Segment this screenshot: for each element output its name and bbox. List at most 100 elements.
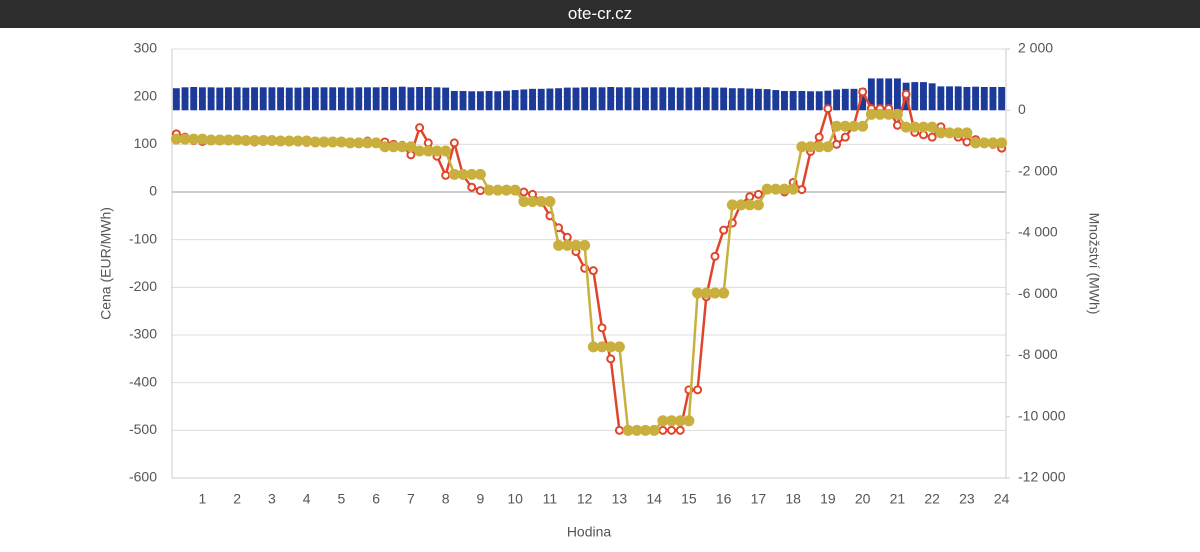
bar bbox=[911, 82, 919, 111]
bar bbox=[172, 88, 180, 111]
marker bbox=[822, 141, 834, 153]
bar bbox=[937, 86, 945, 111]
marker bbox=[962, 137, 972, 147]
bar bbox=[885, 78, 893, 111]
bar bbox=[459, 90, 467, 111]
marker bbox=[901, 89, 911, 99]
marker bbox=[832, 139, 842, 149]
marker bbox=[301, 135, 313, 147]
bar bbox=[668, 87, 675, 111]
bar bbox=[850, 88, 858, 111]
bar bbox=[633, 87, 641, 111]
x-tick-label: 5 bbox=[338, 491, 346, 507]
marker bbox=[466, 168, 478, 180]
y-tick-label: 0 bbox=[149, 183, 157, 199]
marker bbox=[396, 141, 408, 153]
y-tick-label: 300 bbox=[134, 40, 158, 56]
y2-tick-label: -2 000 bbox=[1018, 162, 1058, 178]
bar bbox=[615, 87, 623, 111]
marker bbox=[622, 424, 634, 436]
x-tick-label: 7 bbox=[407, 491, 415, 507]
marker bbox=[675, 425, 685, 435]
marker bbox=[509, 184, 521, 196]
bar bbox=[442, 87, 450, 111]
marker bbox=[587, 341, 599, 353]
bar bbox=[963, 86, 971, 111]
marker bbox=[857, 120, 869, 132]
x-tick-label: 17 bbox=[751, 491, 767, 507]
bar bbox=[720, 87, 728, 111]
marker bbox=[431, 145, 443, 157]
bar bbox=[207, 87, 215, 111]
marker bbox=[423, 138, 433, 148]
bar bbox=[815, 91, 823, 111]
bar bbox=[876, 78, 884, 111]
x-tick-label: 20 bbox=[855, 491, 871, 507]
bar bbox=[416, 86, 424, 111]
marker bbox=[614, 425, 624, 435]
x-tick-label: 24 bbox=[994, 491, 1010, 507]
bar bbox=[398, 86, 406, 111]
marker bbox=[535, 196, 547, 208]
bar bbox=[563, 87, 571, 111]
marker bbox=[249, 135, 261, 147]
bar bbox=[946, 86, 953, 111]
marker bbox=[719, 225, 729, 235]
marker bbox=[440, 145, 452, 157]
bar bbox=[346, 87, 354, 111]
bar bbox=[181, 87, 189, 111]
x-tick-label: 1 bbox=[199, 491, 207, 507]
marker bbox=[353, 137, 365, 149]
bar bbox=[485, 90, 493, 111]
bar bbox=[242, 87, 250, 111]
marker bbox=[909, 121, 921, 133]
marker bbox=[961, 127, 973, 139]
marker bbox=[692, 287, 704, 299]
bar bbox=[998, 86, 1006, 111]
marker bbox=[422, 145, 434, 157]
x-tick-label: 11 bbox=[543, 491, 558, 507]
bar bbox=[259, 87, 267, 111]
bar bbox=[233, 87, 241, 111]
marker bbox=[709, 287, 721, 299]
marker bbox=[745, 192, 755, 202]
marker bbox=[718, 287, 730, 299]
marker bbox=[448, 168, 460, 180]
x-tick-label: 4 bbox=[303, 491, 311, 507]
marker bbox=[814, 132, 824, 142]
marker bbox=[361, 137, 373, 149]
marker bbox=[667, 425, 677, 435]
bar bbox=[555, 88, 563, 111]
y2-tick-label: -4 000 bbox=[1018, 224, 1058, 240]
marker bbox=[292, 135, 304, 147]
bar bbox=[520, 89, 528, 111]
marker bbox=[605, 341, 617, 353]
marker bbox=[674, 415, 686, 427]
marker bbox=[205, 134, 217, 146]
marker bbox=[657, 415, 669, 427]
y2-tick-label: -10 000 bbox=[1018, 407, 1066, 423]
marker bbox=[935, 127, 947, 139]
x-tick-label: 14 bbox=[646, 491, 662, 507]
marker bbox=[188, 133, 200, 145]
bar bbox=[841, 88, 849, 111]
marker bbox=[693, 385, 703, 395]
marker bbox=[840, 132, 850, 142]
y2-tick-label: -8 000 bbox=[1018, 346, 1058, 362]
marker bbox=[231, 134, 243, 146]
y2-axis-title: Množství (MWh) bbox=[1086, 213, 1102, 315]
marker bbox=[735, 199, 747, 211]
marker bbox=[405, 141, 417, 153]
marker bbox=[579, 239, 591, 251]
bar bbox=[303, 87, 311, 111]
y2-tick-label: -12 000 bbox=[1018, 469, 1066, 485]
marker bbox=[414, 145, 426, 157]
bar bbox=[598, 87, 606, 111]
marker bbox=[266, 135, 278, 147]
marker bbox=[744, 199, 756, 211]
bar bbox=[337, 87, 345, 111]
x-tick-label: 21 bbox=[890, 491, 906, 507]
bar bbox=[702, 87, 710, 111]
marker bbox=[700, 287, 712, 299]
y2-tick-label: -6 000 bbox=[1018, 285, 1058, 301]
